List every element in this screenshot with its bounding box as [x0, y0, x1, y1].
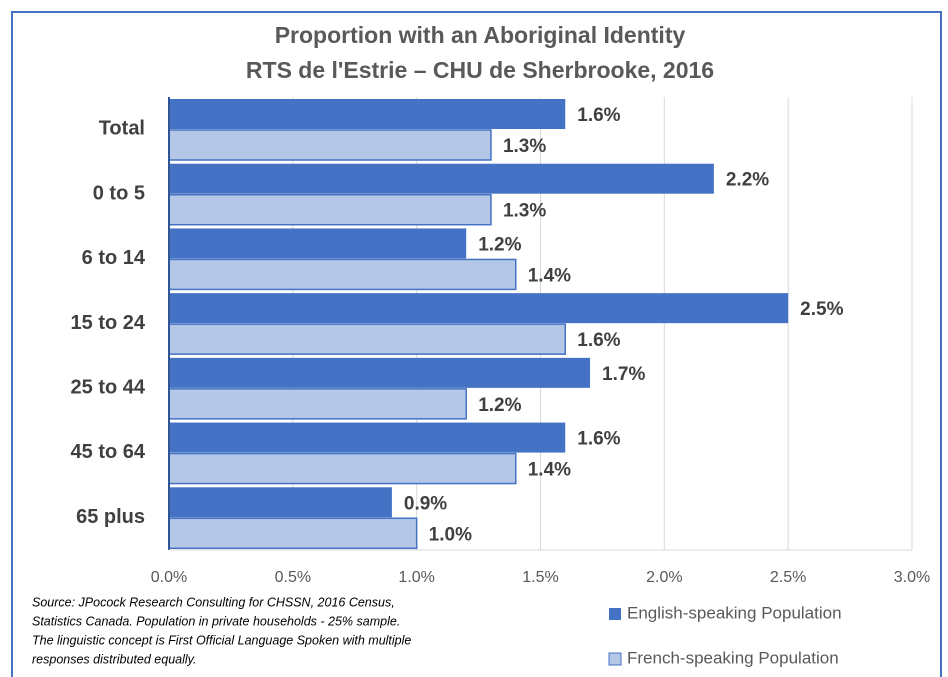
- chart-title: Proportion with an Aboriginal Identity: [275, 22, 686, 48]
- data-label: 1.2%: [478, 395, 521, 416]
- bar: [168, 452, 517, 485]
- x-tick-label: 0.5%: [275, 569, 311, 586]
- y-tick-label: 65 plus: [76, 506, 145, 528]
- source-note: Statistics Canada. Population in private…: [32, 614, 400, 628]
- legend-swatch: [608, 652, 622, 666]
- legend-swatch: [609, 608, 621, 620]
- bar: [169, 487, 392, 518]
- data-label: 1.2%: [478, 234, 521, 255]
- source-note: The linguistic concept is First Official…: [32, 633, 411, 647]
- bar: [169, 293, 789, 324]
- data-label: 1.6%: [577, 429, 620, 450]
- bar: [168, 388, 467, 420]
- y-tick-label: 45 to 64: [71, 441, 146, 463]
- y-tick-label: 0 to 5: [93, 182, 145, 204]
- x-tick-label: 2.0%: [646, 569, 682, 586]
- y-tick-label: 15 to 24: [71, 312, 146, 334]
- bar: [168, 258, 517, 291]
- bar: [168, 323, 567, 355]
- source-note: Source: JPocock Research Consulting for …: [32, 595, 395, 609]
- chart-title: RTS de l'Estrie – CHU de Sherbrooke, 201…: [246, 57, 714, 83]
- bar: [168, 517, 418, 550]
- bar: [169, 99, 566, 129]
- x-tick-label: 2.5%: [770, 569, 806, 586]
- data-label: 1.3%: [503, 136, 546, 157]
- data-label: 1.4%: [528, 460, 571, 481]
- bar: [169, 163, 714, 194]
- bar: [168, 193, 492, 226]
- data-label: 0.9%: [404, 493, 447, 514]
- data-label: 1.7%: [602, 364, 645, 385]
- data-label: 1.4%: [528, 265, 571, 286]
- data-label: 2.5%: [800, 299, 843, 320]
- bar: [169, 422, 566, 453]
- x-tick-label: 0.0%: [151, 569, 187, 586]
- data-label: 1.3%: [503, 201, 546, 222]
- x-tick-label: 3.0%: [894, 569, 930, 586]
- data-label: 2.2%: [726, 170, 769, 191]
- y-tick-label: 6 to 14: [82, 247, 146, 269]
- bar: [169, 228, 467, 259]
- source-note: responses distributed equally.: [32, 652, 196, 666]
- legend-label: French-speaking Population: [627, 648, 839, 667]
- x-tick-label: 1.0%: [398, 569, 434, 586]
- y-tick-label: Total: [99, 118, 145, 140]
- data-label: 1.0%: [429, 524, 472, 545]
- data-label: 1.6%: [577, 105, 620, 126]
- data-label: 1.6%: [577, 330, 620, 351]
- y-tick-label: 25 to 44: [71, 376, 146, 398]
- bar: [168, 129, 492, 161]
- legend-label: English-speaking Population: [627, 603, 842, 622]
- x-tick-label: 1.5%: [522, 569, 558, 586]
- bar: [169, 357, 591, 388]
